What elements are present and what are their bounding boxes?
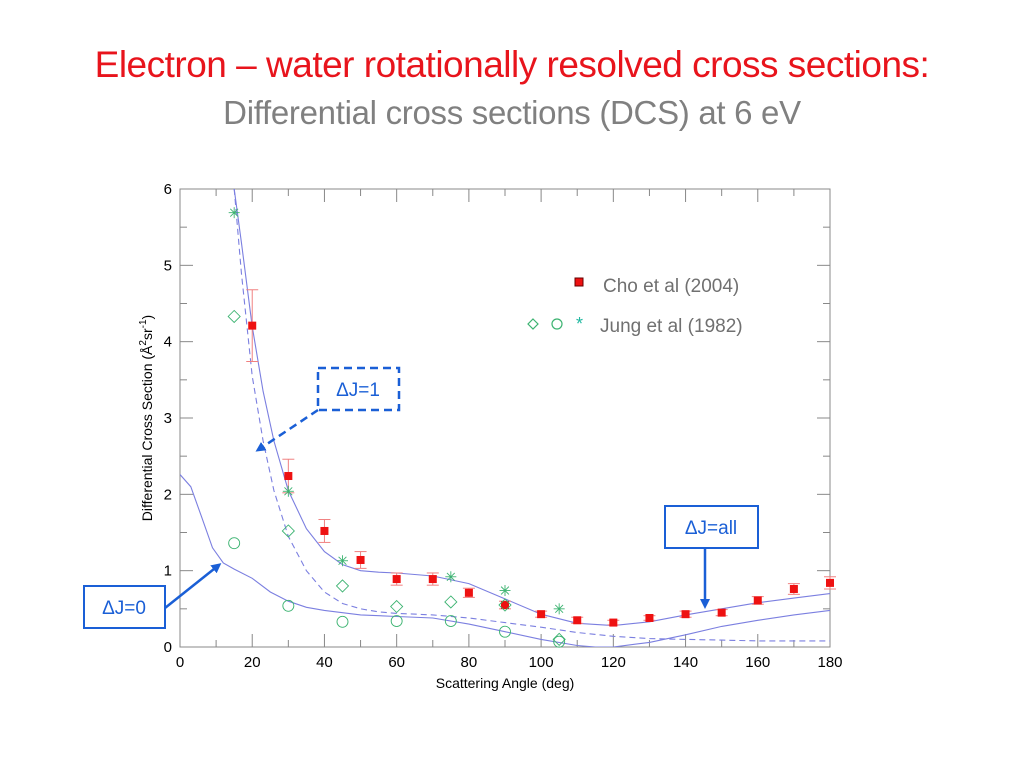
legend-marker-jung-diamond: [527, 318, 539, 330]
x-tick-label: 140: [673, 654, 698, 671]
theory-curve-theory-j-all: [233, 189, 830, 627]
slide-title: Electron – water rotationally resolved c…: [94, 44, 930, 85]
jung-asterisk-point: [553, 603, 565, 615]
plot-frame: [179, 188, 831, 648]
x-tick-label: 0: [176, 654, 184, 671]
y-tick-label: 5: [164, 257, 172, 274]
legend-marker-jung-circle: [551, 318, 563, 330]
axis-ticks: 0 20 40 60 80 100 120 140 160 180 0 1 2 3 4 5 6: [164, 181, 843, 671]
y-tick-label: 4: [164, 334, 172, 351]
cho-point: [679, 610, 692, 619]
jung-circle-point: [553, 635, 566, 648]
annotation-djall: ΔJ=all: [664, 505, 759, 609]
jung-circle-point: [390, 615, 403, 627]
annotation-dj0: ΔJ=0: [83, 563, 222, 629]
y-tick-label: 2: [164, 486, 172, 503]
cho-point: [535, 610, 548, 619]
legend-label-cho: Cho et al (2004): [603, 276, 739, 297]
data-points: [227, 207, 836, 648]
y-axis-title: Differential Cross Section (Å2sr-1): [138, 315, 155, 521]
x-tick-label: 40: [316, 654, 333, 671]
theory-curves: [180, 189, 830, 647]
annotation-dj1-arrow: [255, 408, 319, 452]
jung-circle-point: [444, 615, 457, 627]
cho-point: [607, 618, 620, 627]
jung-diamond-point: [498, 598, 512, 612]
cho-point: [246, 289, 259, 363]
legend-marker-cho: [574, 277, 584, 287]
cho-point: [354, 551, 367, 569]
jung-diamond-point: [227, 309, 241, 324]
annotation-dj0-arrow: [164, 563, 222, 609]
jung-circle-point: [336, 615, 349, 628]
jung-diamond-point: [281, 524, 295, 538]
theory-curve-theory-j-0: [180, 474, 830, 647]
y-tick-label: 6: [164, 181, 172, 198]
cho-point: [499, 600, 511, 610]
jung-diamond-point: [390, 599, 404, 614]
annotation-dj1: ΔJ=1: [255, 366, 401, 452]
legend-label-jung: Jung et al (1982): [600, 316, 743, 337]
annotation-djall-label: ΔJ=all: [685, 518, 737, 539]
jung-asterisk-point: [445, 571, 457, 583]
slide-subtitle: Differential cross sections (DCS) at 6 e…: [223, 94, 801, 131]
cho-point: [643, 613, 656, 622]
cho-point: [390, 572, 403, 586]
x-tick-label: 100: [529, 654, 554, 671]
x-tick-label: 80: [461, 654, 478, 671]
annotation-dj1-label: ΔJ=1: [336, 380, 380, 401]
jung-circle-point: [499, 625, 511, 638]
cho-point: [426, 572, 439, 586]
cho-point: [715, 608, 728, 617]
jung-diamond-point: [335, 579, 350, 593]
x-tick-label: 20: [244, 654, 261, 671]
cho-point: [751, 596, 764, 605]
jung-circle-point: [282, 599, 295, 612]
x-tick-label: 180: [817, 654, 842, 671]
annotation-dj0-label: ΔJ=0: [102, 598, 146, 619]
jung-diamond-point: [444, 595, 458, 609]
cho-point: [824, 576, 836, 590]
y-tick-label: 3: [164, 410, 172, 427]
jung-asterisk-point: [282, 485, 294, 497]
cho-point: [318, 519, 331, 543]
x-tick-label: 160: [745, 654, 770, 671]
y-tick-label: 1: [164, 563, 172, 580]
cho-point: [787, 583, 800, 595]
jung-circle-point: [228, 537, 241, 550]
cho-point: [462, 587, 475, 598]
x-tick-label: 60: [388, 654, 405, 671]
jung-asterisk-point: [337, 555, 348, 567]
legend: Cho et al (2004) * Jung et al (1982): [527, 276, 743, 337]
x-tick-label: 120: [601, 654, 626, 671]
cho-point: [571, 616, 584, 625]
legend-marker-jung-asterisk: *: [576, 314, 583, 334]
x-axis-title: Scattering Angle (deg): [436, 675, 575, 691]
jung-asterisk-point: [228, 207, 240, 219]
y-tick-label: 0: [164, 639, 172, 656]
theory-curve-theory-j-1: [233, 189, 830, 642]
jung-asterisk-point: [499, 585, 511, 597]
